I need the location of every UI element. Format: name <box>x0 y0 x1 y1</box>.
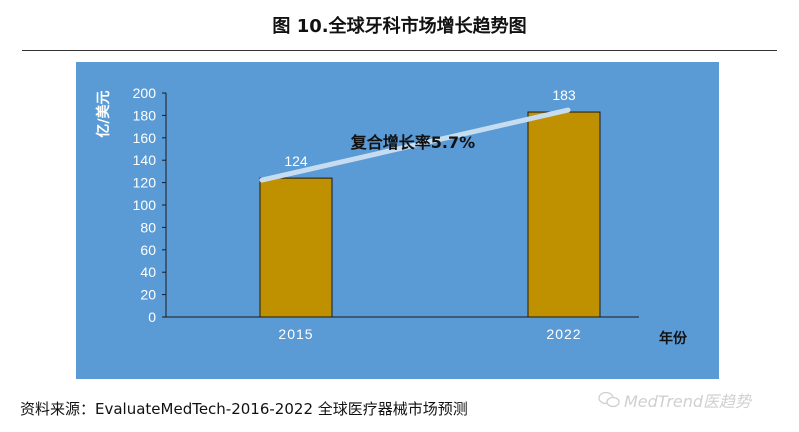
chart-panel: 0 20 40 60 80 100 120 140 160 180 200 亿/美元 124 2015 18… <box>76 62 719 379</box>
page-title: 图 10.全球牙科市场增长趋势图 <box>272 16 527 37</box>
bar-2022 <box>527 111 601 318</box>
y-tick-label: 100 <box>133 197 157 213</box>
y-tick-label: 120 <box>133 175 157 191</box>
y-tick-label: 40 <box>140 264 156 280</box>
y-tick-label: 160 <box>133 130 157 146</box>
watermark-text: MedTrend医趋势 <box>624 392 752 411</box>
y-tick-label: 200 <box>133 85 157 101</box>
x-tick-label-2015: 2015 <box>278 326 313 342</box>
chat-bubble-icon <box>598 391 620 408</box>
y-tick-label: 80 <box>140 219 156 235</box>
bar-2015 <box>259 177 333 318</box>
title-divider <box>22 50 777 51</box>
y-axis-title: 亿/美元 <box>95 90 112 137</box>
data-label-2022: 183 <box>552 87 576 103</box>
y-tick-label: 140 <box>133 152 157 168</box>
y-tick-label: 0 <box>148 309 156 325</box>
x-tick-label-2022: 2022 <box>546 326 581 342</box>
data-label-2015: 124 <box>284 153 308 169</box>
trend-line <box>259 107 571 183</box>
y-tick-label: 60 <box>140 242 156 258</box>
cagr-annotation: 复合增长率5.7% <box>350 133 475 152</box>
source-note: 资料来源：EvaluateMedTech-2016-2022 全球医疗器械市场预… <box>20 400 468 418</box>
watermark: MedTrend医趋势 <box>598 388 751 412</box>
bar-chart: 0 20 40 60 80 100 120 140 160 180 200 亿/美元 124 2015 18… <box>95 85 688 347</box>
y-tick-label: 20 <box>140 287 156 303</box>
y-tick-label: 180 <box>133 107 157 123</box>
x-axis-title: 年份 <box>659 330 688 347</box>
